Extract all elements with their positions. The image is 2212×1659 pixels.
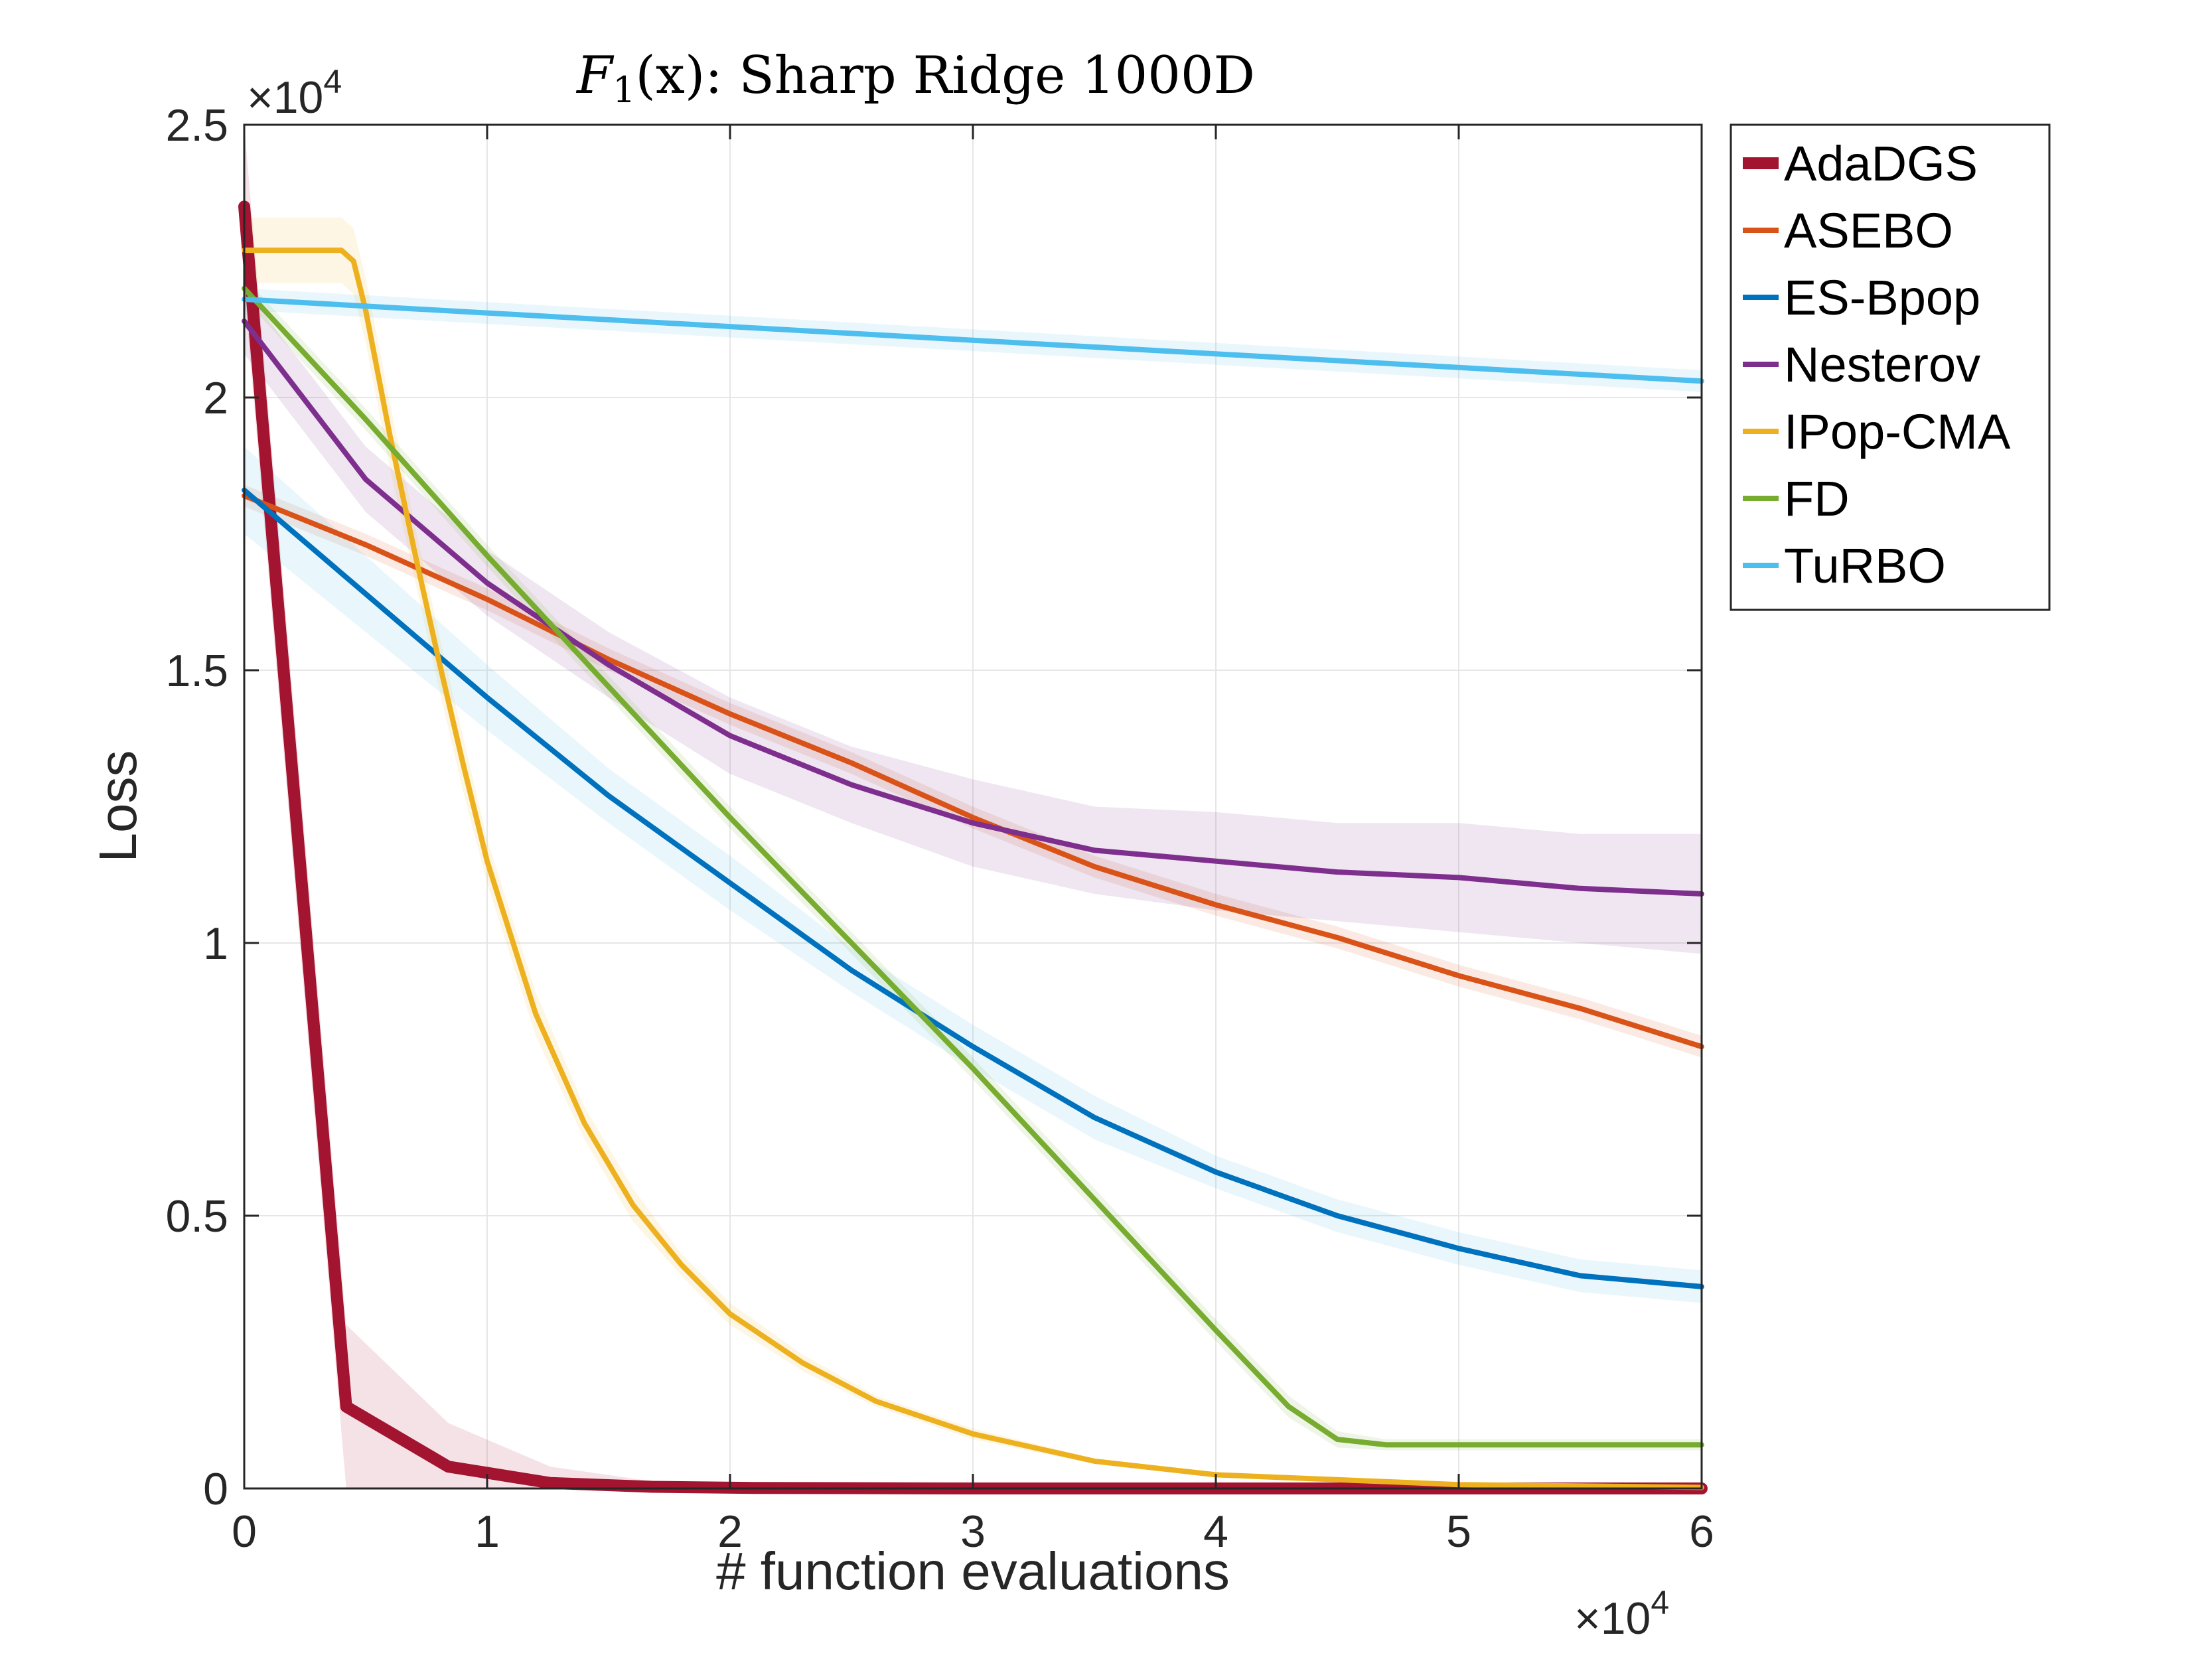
x-multiplier: ×104	[1574, 1584, 1669, 1644]
x-tick-label: 3	[960, 1506, 986, 1557]
x-tick-label: 6	[1689, 1506, 1714, 1557]
x-tick-label: 2	[717, 1506, 743, 1557]
legend-label: TuRBO	[1784, 538, 1946, 593]
axis-ticks: 0 1 2 3 4 5 6 0 0.5 1 1.5 2 2.5	[165, 100, 1714, 1557]
y-multiplier-exp: 4	[323, 63, 342, 100]
y-tick-label: 1	[203, 918, 228, 969]
legend: AdaDGS ASEBO ES-Bpop Nesterov IPop-CMA FD TuRB…	[1730, 123, 2051, 611]
title-func: F	[575, 46, 615, 106]
y-multiplier: ×104	[247, 63, 342, 123]
turbo-line	[242, 297, 1704, 384]
y-tick-label: 1.5	[165, 646, 228, 696]
x-tick-label: 0	[232, 1506, 257, 1557]
legend-label: ASEBO	[1784, 203, 1953, 258]
x-multiplier-base: ×10	[1574, 1593, 1651, 1644]
chart-title: F1(x): Sharp Ridge 1000D	[575, 46, 1255, 111]
legend-box	[1730, 123, 2051, 611]
legend-label: FD	[1784, 471, 1850, 526]
fd-line	[242, 285, 1704, 1448]
y-multiplier-base: ×10	[247, 72, 323, 123]
x-tick-label: 1	[475, 1506, 500, 1557]
nesterov-line	[242, 318, 1704, 897]
y-tick-label: 2.5	[165, 100, 228, 151]
x-tick-label: 4	[1203, 1506, 1228, 1557]
x-axis-label: # function evaluations	[716, 1542, 1230, 1601]
y-axis-label: Loss	[88, 751, 147, 863]
title-rest: (x): Sharp Ridge 1000D	[635, 46, 1255, 106]
asebo-line	[242, 493, 1704, 1050]
x-tick-label: 5	[1446, 1506, 1471, 1557]
title-sub: 1	[613, 69, 635, 111]
legend-label: ES-Bpop	[1784, 270, 1980, 325]
y-tick-label: 0.5	[165, 1191, 228, 1242]
legend-label: AdaDGS	[1784, 136, 1978, 191]
y-tick-label: 0	[203, 1464, 228, 1514]
x-multiplier-exp: 4	[1651, 1584, 1669, 1621]
legend-label: Nesterov	[1784, 337, 1980, 392]
y-tick-label: 2	[203, 373, 228, 423]
legend-label: IPop-CMA	[1784, 404, 2011, 459]
ipop-cma-line	[242, 248, 1704, 1490]
es-bpop-line	[242, 487, 1704, 1289]
ipop-cma-band	[244, 217, 1702, 1488]
